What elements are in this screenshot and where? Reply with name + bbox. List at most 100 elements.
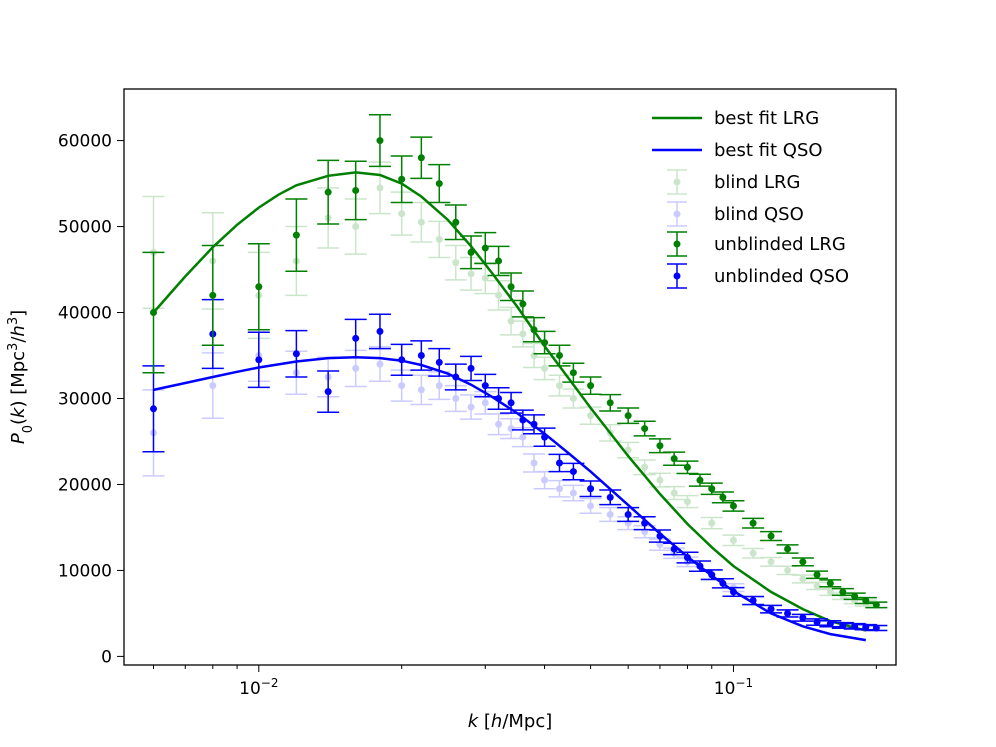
data-point (324, 388, 332, 396)
data-point (417, 154, 425, 162)
data-point (569, 394, 577, 402)
data-point (569, 489, 577, 497)
data-point (569, 468, 577, 476)
data-point (749, 549, 757, 557)
data-point (851, 592, 859, 600)
data-point (555, 352, 563, 360)
data-point (495, 420, 503, 428)
unblinded-qso-series (142, 298, 888, 632)
data-point (696, 476, 704, 484)
data-point (417, 218, 425, 226)
data-point (255, 356, 263, 364)
data-point (541, 364, 549, 372)
y-axis: 0 10000 20000 30000 40000 50000 60000 (58, 132, 124, 667)
data-point (435, 358, 443, 366)
data-point (872, 601, 880, 609)
data-point (398, 382, 406, 390)
data-point (398, 175, 406, 183)
data-point (606, 511, 614, 519)
data-point (435, 180, 443, 188)
data-point (708, 571, 716, 579)
data-point (641, 425, 649, 433)
legend-entry-blind-qso (667, 201, 687, 227)
data-point (569, 369, 577, 377)
data-point (495, 291, 503, 299)
data-point (352, 186, 360, 194)
y-tick-label: 0 (101, 647, 112, 667)
y-axis-label: P0(k) [Mpc3/h3] (6, 310, 36, 444)
data-point (862, 623, 870, 631)
legend-label-unblinded-qso: unblinded QSO (714, 266, 849, 287)
data-point (452, 259, 460, 267)
data-point (826, 579, 834, 587)
data-point (481, 244, 489, 252)
legend-entry-blind-lrg (667, 169, 687, 195)
data-point (398, 356, 406, 364)
data-point (587, 382, 595, 390)
data-point (696, 562, 704, 570)
legend-label: best fit QSO (714, 140, 823, 161)
data-point (708, 519, 716, 527)
data-point (670, 489, 678, 497)
data-point (641, 519, 649, 527)
data-point (826, 620, 834, 628)
data-point (495, 394, 503, 402)
data-point (376, 137, 384, 145)
x-tick-label: 10−1 (714, 676, 753, 699)
data-point (530, 459, 538, 467)
data-point (813, 582, 821, 590)
y-tick-label: 60000 (58, 132, 112, 152)
data-point (519, 416, 527, 424)
legend-entry-best-fit-qso: best fit QSO (652, 140, 823, 161)
data-point (530, 420, 538, 428)
data-point (641, 463, 649, 471)
data-point (670, 545, 678, 553)
legend-entry-unblinded-lrg (667, 231, 687, 257)
data-point (209, 291, 217, 299)
data-point (656, 541, 664, 549)
data-point (519, 433, 527, 441)
data-point (670, 455, 678, 463)
x-axis: 10−2 10−1 (152, 665, 877, 699)
data-point (417, 386, 425, 394)
data-point (292, 231, 300, 239)
x-tick-label: 10−2 (239, 676, 278, 699)
legend-label: best fit LRG (714, 108, 819, 129)
data-point (435, 235, 443, 243)
data-point (799, 614, 807, 622)
legend-label-blind-lrg: blind LRG (714, 172, 800, 193)
data-point (624, 412, 632, 420)
data-point (767, 558, 775, 566)
legend-label-blind-qso: blind QSO (714, 204, 804, 225)
y-tick-label: 50000 (58, 218, 112, 238)
y-tick-label: 40000 (58, 304, 112, 324)
data-point (435, 382, 443, 390)
data-point (467, 403, 475, 411)
data-point (507, 283, 515, 291)
data-point (683, 498, 691, 506)
data-point (417, 352, 425, 360)
data-point (519, 330, 527, 338)
x-axis-label: k [h/Mpc] (468, 711, 553, 732)
data-point (352, 334, 360, 342)
data-point (587, 502, 595, 510)
data-point (872, 624, 880, 632)
legend-entry-best-fit-lrg: best fit LRG (652, 108, 819, 129)
data-point (507, 317, 515, 325)
data-point (784, 566, 792, 574)
data-point (624, 511, 632, 519)
data-point (376, 360, 384, 368)
data-point (555, 382, 563, 390)
data-point (209, 382, 217, 390)
data-point (452, 394, 460, 402)
data-point (656, 476, 664, 484)
data-point (784, 545, 792, 553)
data-point (555, 459, 563, 467)
data-point (587, 412, 595, 420)
data-point (656, 532, 664, 540)
data-point (729, 588, 737, 596)
data-point (495, 257, 503, 265)
data-point (683, 554, 691, 562)
data-point (606, 399, 614, 407)
series-layer (142, 114, 888, 642)
